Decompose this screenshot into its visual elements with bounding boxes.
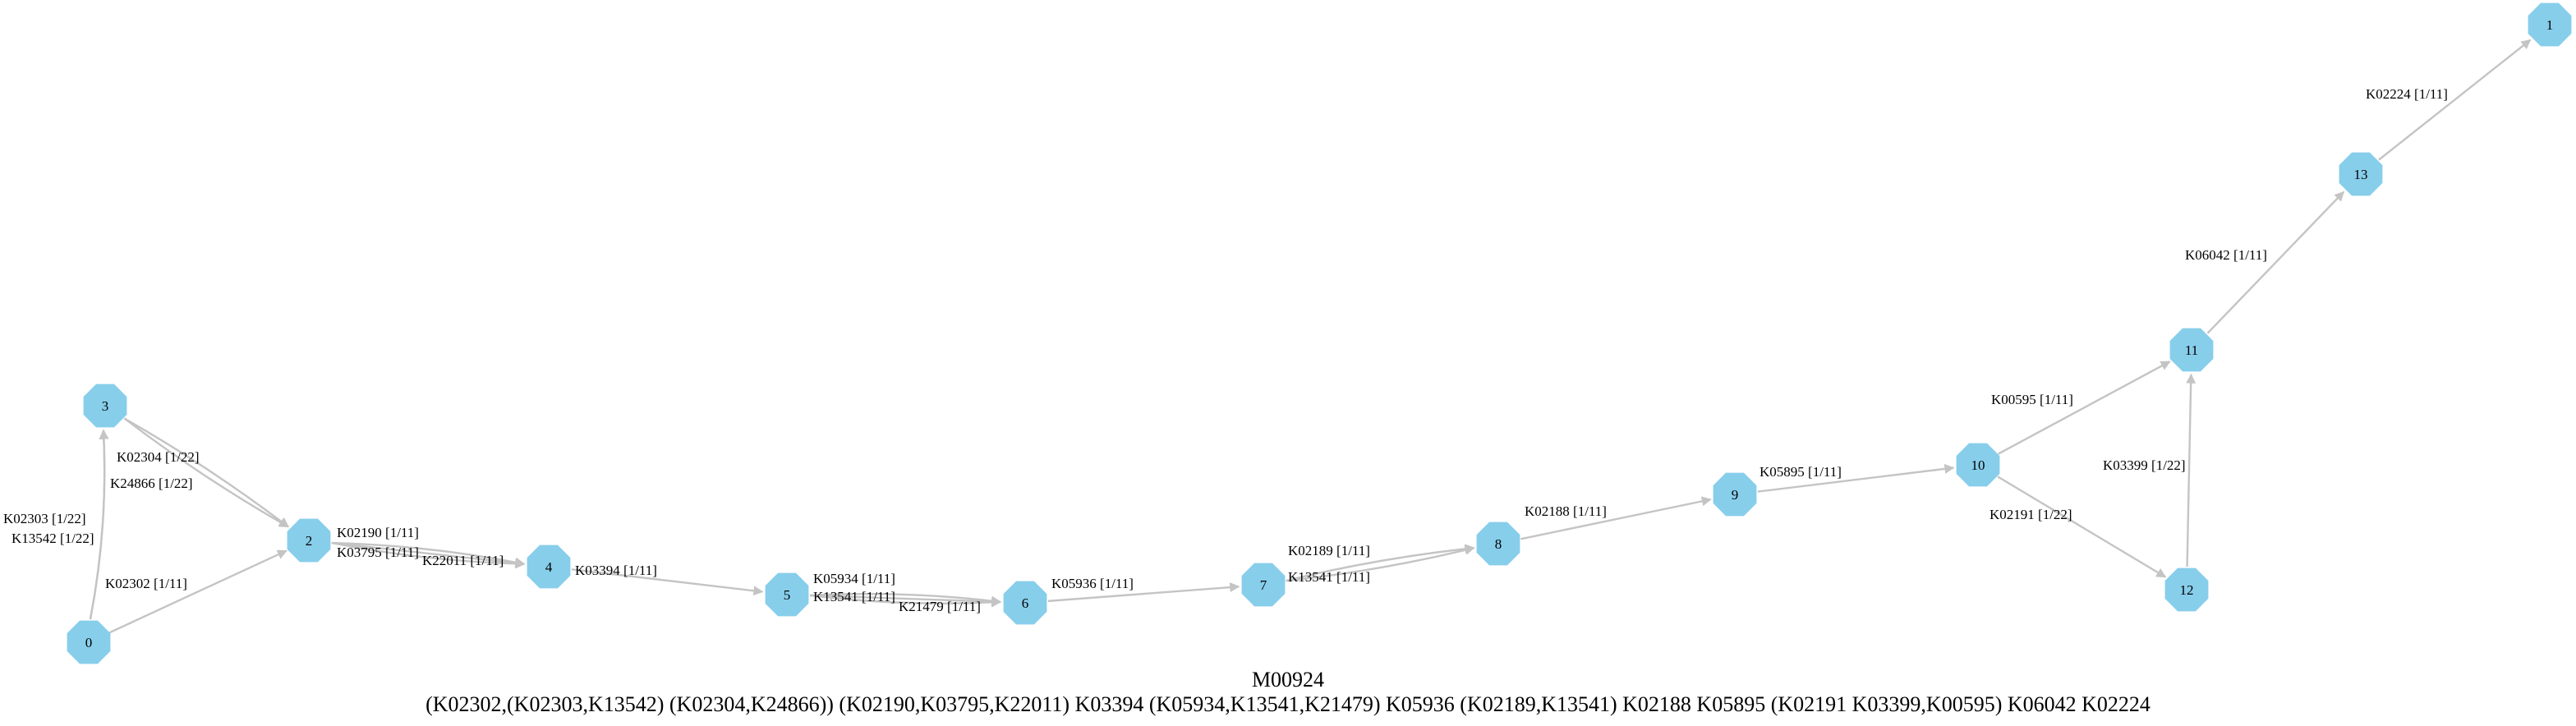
edge-label: K02302 [1/11] bbox=[105, 576, 187, 591]
node-label: 7 bbox=[1260, 577, 1267, 593]
node-5: 5 bbox=[765, 572, 809, 617]
node-octagon bbox=[527, 544, 571, 589]
edge-label: K02189 [1/11] bbox=[1288, 543, 1370, 558]
node-octagon bbox=[287, 518, 331, 563]
node-label: 3 bbox=[102, 398, 109, 414]
node-label: 10 bbox=[1971, 457, 1985, 473]
node-label: 9 bbox=[1732, 487, 1739, 503]
edge-label: K05895 [1/11] bbox=[1760, 464, 1842, 480]
edge-label: K02188 [1/11] bbox=[1525, 503, 1607, 519]
edge-label: K05934 [1/11] bbox=[813, 571, 895, 586]
edges bbox=[89, 39, 2532, 634]
edge-label: K24866 [1/22] bbox=[110, 476, 193, 491]
edge-label: K02304 [1/22] bbox=[117, 449, 200, 465]
edge-labels: K02303 [1/22] K13542 [1/22] K02302 [1/11] K… bbox=[3, 86, 2448, 614]
edge-label: K03795 [1/11] bbox=[337, 544, 419, 560]
edge-8-9 bbox=[1520, 496, 1712, 540]
node-octagon bbox=[83, 384, 127, 428]
edge-0-2 bbox=[108, 549, 288, 634]
node-label: 12 bbox=[2180, 582, 2194, 598]
edge-10-11 bbox=[1998, 361, 2171, 455]
edge-label: K02224 [1/11] bbox=[2366, 86, 2448, 102]
node-octagon bbox=[2164, 567, 2209, 612]
edge-2-4 bbox=[331, 541, 526, 569]
edge-3-2 bbox=[123, 417, 289, 528]
node-6: 6 bbox=[1003, 581, 1047, 625]
node-octagon bbox=[67, 620, 111, 664]
edge-5-6 bbox=[809, 592, 1002, 606]
edge-label: K06042 [1/11] bbox=[2185, 247, 2267, 263]
edge-label: K13542 [1/22] bbox=[12, 531, 94, 546]
node-4: 4 bbox=[527, 544, 571, 589]
edge-5-6 bbox=[809, 594, 1002, 608]
edge-5-6 bbox=[809, 594, 1002, 607]
edge-label: K02190 [1/11] bbox=[337, 525, 419, 540]
node-octagon bbox=[1476, 522, 1520, 566]
node-2: 2 bbox=[287, 518, 331, 563]
node-label: 11 bbox=[2185, 342, 2198, 358]
edge-7-8 bbox=[1286, 544, 1475, 582]
node-label: 6 bbox=[1022, 595, 1029, 611]
node-12: 12 bbox=[2164, 567, 2209, 612]
node-label: 0 bbox=[85, 635, 93, 650]
edge-2-4 bbox=[331, 541, 526, 568]
edge-label: K22011 [1/11] bbox=[422, 553, 504, 568]
node-8: 8 bbox=[1476, 522, 1520, 566]
edge-10-12 bbox=[1997, 476, 2167, 578]
node-octagon bbox=[1003, 581, 1047, 625]
edge-11-13 bbox=[2206, 191, 2345, 334]
module-formula: (K02302,(K02303,K13542) (K02304,K24866))… bbox=[426, 692, 2150, 716]
edge-12-11 bbox=[2186, 373, 2196, 567]
node-0: 0 bbox=[67, 620, 111, 664]
node-label: 4 bbox=[545, 559, 553, 575]
edge-label: K00595 [1/11] bbox=[1991, 392, 2073, 407]
node-octagon bbox=[2339, 152, 2383, 196]
edge-6-7 bbox=[1047, 582, 1240, 603]
node-3: 3 bbox=[83, 384, 127, 428]
node-octagon bbox=[2169, 328, 2214, 372]
edge-label: K02303 [1/22] bbox=[3, 511, 86, 526]
node-octagon bbox=[765, 572, 809, 617]
node-label: 8 bbox=[1495, 536, 1502, 552]
edge-7-8 bbox=[1286, 544, 1475, 582]
node-7: 7 bbox=[1241, 563, 1286, 607]
module-title: M00924 bbox=[1252, 668, 1324, 692]
edge-label: K13541 [1/11] bbox=[813, 589, 895, 604]
node-9: 9 bbox=[1713, 472, 1757, 517]
node-13: 13 bbox=[2339, 152, 2383, 196]
node-1: 1 bbox=[2528, 2, 2572, 47]
node-octagon bbox=[1241, 563, 1286, 607]
node-label: 1 bbox=[2546, 17, 2554, 33]
node-octagon bbox=[1713, 472, 1757, 517]
node-octagon bbox=[2528, 2, 2572, 47]
edge-label: K21479 [1/11] bbox=[899, 599, 981, 614]
edge-4-5 bbox=[571, 568, 764, 596]
edge-label: K03399 [1/22] bbox=[2103, 457, 2186, 473]
node-label: 5 bbox=[784, 587, 791, 603]
node-10: 10 bbox=[1956, 443, 2000, 487]
edge-label: K03394 [1/11] bbox=[575, 563, 657, 578]
node-label: 13 bbox=[2354, 167, 2368, 182]
edge-3-2 bbox=[123, 417, 290, 528]
edge-label: K05936 [1/11] bbox=[1051, 576, 1134, 591]
node-octagon bbox=[1956, 443, 2000, 487]
edge-label: K02191 [1/22] bbox=[1990, 507, 2072, 522]
node-label: 2 bbox=[306, 533, 313, 549]
edge-label: K13541 [1/11] bbox=[1288, 569, 1370, 585]
node-11: 11 bbox=[2169, 328, 2214, 372]
edge-13-1 bbox=[2378, 39, 2532, 161]
edge-9-10 bbox=[1757, 463, 1955, 493]
edge-0-3 bbox=[89, 429, 109, 620]
edge-2-4 bbox=[331, 541, 526, 567]
